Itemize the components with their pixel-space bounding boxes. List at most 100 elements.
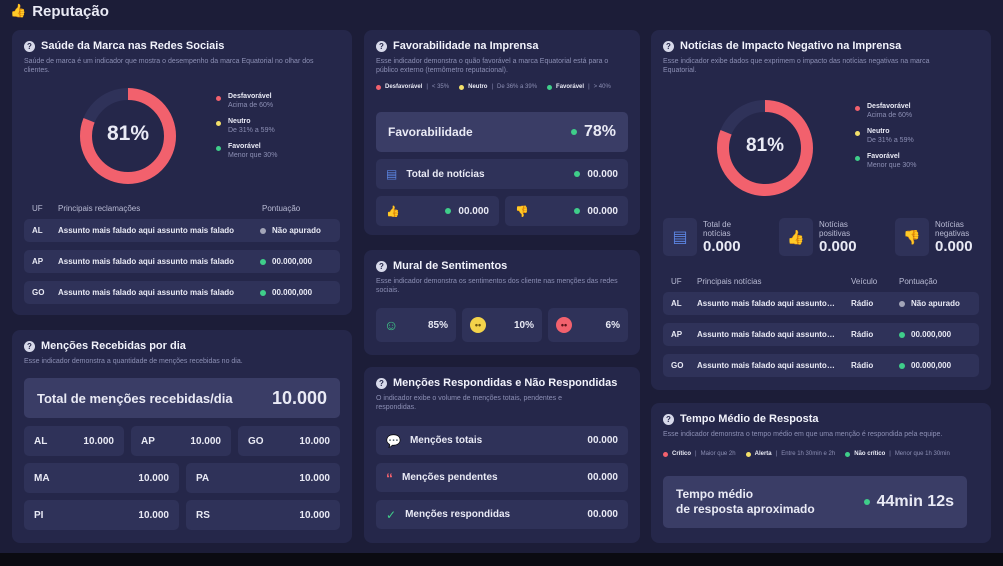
state-tile[interactable]: MA 10.000 [24,463,179,493]
mention-value: 00.000 [587,509,618,520]
row-text: Assunto mais falado aqui assunto mais fa… [697,361,837,370]
state-tile[interactable]: AP 10.000 [131,426,231,456]
legend-name: Neutro [468,84,488,90]
negative-news-donut [717,100,813,196]
status-dot [260,289,266,296]
neutral-face-icon: •• [470,317,486,333]
neutral-dot [855,131,860,136]
double-check-icon: ✓ [386,507,397,522]
angry-face-icon: •• [556,317,572,333]
row-vehicle: Rádio [851,299,874,308]
legend-name: Alerta [754,451,772,457]
table-header: UF Principais reclamações Pontuação [24,201,340,215]
response-time-label: de resposta aproximado [676,502,815,516]
stat-label: Total de notícias [703,219,732,238]
negative-news-card: ? Notícias de Impacto Negativo na Impren… [651,30,991,390]
mentions-total-label: Total de menções recebidas/dia [37,390,233,406]
table-row[interactable]: GO Assunto mais falado aqui assunto mais… [24,281,340,304]
table-row[interactable]: AP Assunto mais falado aqui assunto mais… [24,250,340,273]
neutral-sentiment-tile[interactable]: •• 10% [462,308,542,342]
stat-value: 0.000 [819,237,857,255]
column-vehicle: Veículo [851,276,878,286]
neutral-sentiment-value: 10% [513,319,534,331]
quote-icon: “ [386,469,393,486]
response-time-label: Tempo médio [676,487,754,501]
state-value: 10.000 [138,509,169,521]
legend-sub: Menor que 30% [867,162,917,169]
thumbs-up-icon: 👍 [779,218,813,256]
status-dot [899,331,905,338]
unfavorable-dot [855,106,860,111]
table-row[interactable]: GO Assunto mais falado aqui assunto mais… [663,354,979,377]
stat-label: Notícias positivas [819,219,851,238]
table-row[interactable]: AL Assunto mais falado aqui assunto mais… [663,292,979,315]
row-uf: GO [671,361,684,370]
row-score: Não apurado [272,226,321,235]
brand-health-description: Saúde de marca é um indicador que mostra… [24,58,314,74]
response-time-legend: Crítico | Maior que 2h Alerta | Entre 1h 30m… [663,451,979,457]
row-score: Não apurado [911,299,960,308]
mentions-total-tile: Total de menções recebidas/dia 10.000 [24,378,340,418]
row-text: Assunto mais falado aqui assunto mais fa… [697,299,837,308]
state-uf: AL [34,435,48,447]
card-title: ? Saúde da Marca nas Redes Sociais [24,40,340,52]
positive-sentiment-value: 85% [427,319,448,331]
critical-dot [663,451,668,457]
legend-range: Menor que 1h 30min [894,451,950,457]
thumbs-up-icon: 👍 [386,205,400,218]
row-uf: AL [671,299,682,308]
help-icon[interactable]: ? [376,40,387,52]
sentiment-wall-card: ? Mural de Sentimentos Esse indicador de… [364,250,640,355]
row-score: 00.000,000 [911,361,952,370]
help-icon[interactable]: ? [24,40,35,52]
non-critical-dot [845,451,851,457]
state-value: 10.000 [190,435,221,447]
mentions-total-value: 10.000 [271,387,327,408]
state-value: 10.000 [83,435,114,447]
legend-item-unfavorable: Desfavorável Acima de 60% [216,93,277,109]
legend-sub: Acima de 60% [867,112,913,119]
legend-name: Neutro [867,128,890,135]
brand-health-percent: 81% [106,122,150,145]
table-row[interactable]: AL Assunto mais falado aqui assunto mais… [24,219,340,242]
negative-sentiment-tile[interactable]: •• 6% [548,308,628,342]
help-icon[interactable]: ? [376,377,387,389]
help-icon[interactable]: ? [24,340,35,352]
card-title: ? Menções Respondidas e Não Respondidas [376,377,628,389]
help-icon[interactable]: ? [663,40,674,52]
legend-sub: De 31% a 59% [228,127,275,134]
legend-item-favorable: Favorável Menor que 30% [855,153,916,169]
answered-mentions-tile[interactable]: ✓ Menções respondidas 00.000 [376,500,628,529]
row-text: Assunto mais falado aqui assunto mais fa… [58,257,235,266]
neutral-dot [216,121,221,126]
table-row[interactable]: AP Assunto mais falado aqui assunto mais… [663,323,979,346]
state-tile[interactable]: RS 10.000 [186,500,340,530]
row-score: 00.000,000 [911,330,952,339]
row-text: Assunto mais falado aqui assunto mais fa… [58,226,235,235]
response-time-tile: Tempo médio de resposta aproximado 44min… [663,476,967,528]
help-icon[interactable]: ? [663,413,674,425]
response-time-title: Tempo Médio de Resposta [680,413,819,425]
pending-mentions-tile[interactable]: “ Menções pendentes 00.000 [376,463,628,492]
legend-sub: De 31% a 59% [867,137,914,144]
state-tile[interactable]: PI 10.000 [24,500,179,530]
state-tile[interactable]: AL 10.000 [24,426,124,456]
positive-sentiment-tile[interactable]: ☺ 85% [376,308,456,342]
row-vehicle: Rádio [851,361,874,370]
negative-news-tile[interactable]: 👎 00.000 [505,196,628,226]
legend-range: De 36% a 39% [497,84,538,90]
total-news-tile[interactable]: ▤ Total de notícias 00.000 [376,159,628,189]
row-uf: GO [32,288,45,297]
status-dot [445,208,452,214]
card-title: ? Favorabilidade na Imprensa [376,40,628,52]
total-mentions-tile[interactable]: 💬 Menções totais 00.000 [376,426,628,455]
newspaper-icon: ▤ [663,218,697,256]
brand-health-donut [80,88,176,184]
thumbs-up-icon: 👍 [10,3,27,18]
positive-news-tile[interactable]: 👍 00.000 [376,196,499,226]
state-tile[interactable]: GO 10.000 [238,426,340,456]
column-score: Pontuação [262,203,301,213]
news-stat-positive: 👍 Notícias positivas 0.000 [779,218,861,256]
state-tile[interactable]: PA 10.000 [186,463,340,493]
help-icon[interactable]: ? [376,260,387,272]
